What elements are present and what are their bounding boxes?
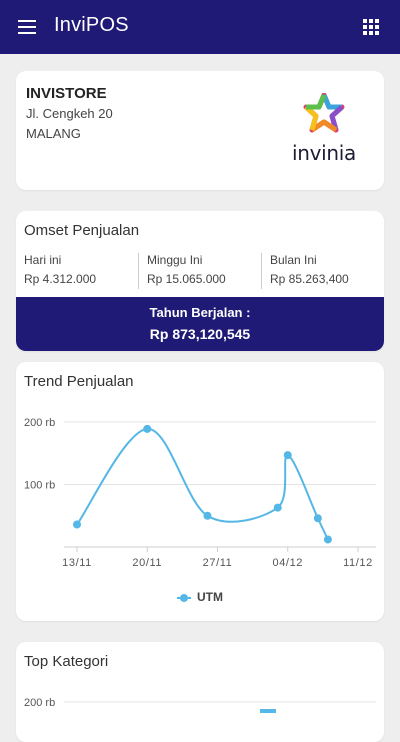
ytd-value: Rp 873,120,545	[149, 326, 251, 342]
y-tick-label: 100 rb	[24, 480, 55, 492]
x-tick-label: 11/12	[343, 557, 373, 569]
data-point	[203, 511, 212, 520]
stat-value: Rp 15.065.000	[147, 272, 226, 286]
stat-value: Rp 85.263,400	[270, 272, 349, 286]
x-tick-label: 27/11	[203, 557, 233, 569]
stat-today: Hari ini Rp 4.312.000	[24, 253, 96, 289]
trend-chart: 100 rb 200 rb 13/11 20/11 27/11 04/12 11/12	[24, 417, 376, 569]
grid-apps-icon[interactable]	[361, 17, 381, 37]
trend-chart-title: Trend Penjualan	[24, 373, 134, 390]
x-tick-label: 20/11	[132, 557, 162, 569]
top-kategori-chart: 200 rb	[24, 697, 376, 713]
data-point	[273, 503, 282, 512]
stat-week: Minggu Ini Rp 15.065.000	[147, 253, 226, 289]
stat-value: Rp 4.312.000	[24, 272, 97, 286]
data-point	[73, 520, 81, 529]
store-city: MALANG	[26, 126, 81, 141]
data-point	[323, 535, 332, 544]
data-point	[143, 424, 152, 433]
hamburger-menu-icon[interactable]	[16, 16, 42, 38]
invinia-star-logo-icon	[303, 93, 345, 133]
chart-legend[interactable]: UTM	[16, 590, 384, 604]
series-line-utm	[76, 427, 329, 540]
stat-label: Bulan Ini	[270, 253, 317, 267]
omset-card: Omset Penjualan Hari ini Rp 4.312.000 Mi…	[16, 211, 384, 351]
divider	[138, 253, 139, 289]
divider	[261, 253, 262, 289]
data-point	[283, 451, 292, 460]
legend-line-icon	[177, 593, 191, 602]
stat-label: Minggu Ini	[147, 253, 203, 267]
y-tick-label: 200 rb	[24, 697, 55, 709]
store-card: INVISTORE Jl. Cengkeh 20 MALANG invinia	[16, 71, 384, 190]
legend-series-label: UTM	[197, 590, 223, 604]
trend-chart-card: Trend Penjualan 100 rb 200 rb 13/11 20/11 27…	[16, 362, 384, 621]
omset-title: Omset Penjualan	[24, 222, 140, 239]
top-kategori-card: Top Kategori 200 rb	[16, 642, 384, 742]
x-tick-label: 13/11	[62, 557, 92, 569]
top-kategori-title: Top Kategori	[24, 653, 109, 670]
store-name: INVISTORE	[26, 85, 107, 102]
ytd-label: Tahun Berjalan :	[149, 305, 251, 320]
app-bar: InviPOS	[0, 0, 400, 54]
stat-month: Bulan Ini Rp 85.263,400	[270, 253, 349, 289]
category-bar	[260, 709, 276, 713]
app-title: InviPOS	[54, 14, 129, 36]
x-tick-label: 04/12	[272, 557, 303, 569]
year-to-date-banner: Tahun Berjalan : Rp 873,120,545	[16, 297, 384, 351]
data-point	[313, 514, 322, 523]
y-tick-label: 200 rb	[24, 417, 55, 429]
stat-label: Hari ini	[24, 253, 62, 267]
store-logo: invinia	[292, 93, 357, 165]
logo-text: invinia	[292, 141, 357, 165]
store-address: Jl. Cengkeh 20	[26, 106, 113, 121]
